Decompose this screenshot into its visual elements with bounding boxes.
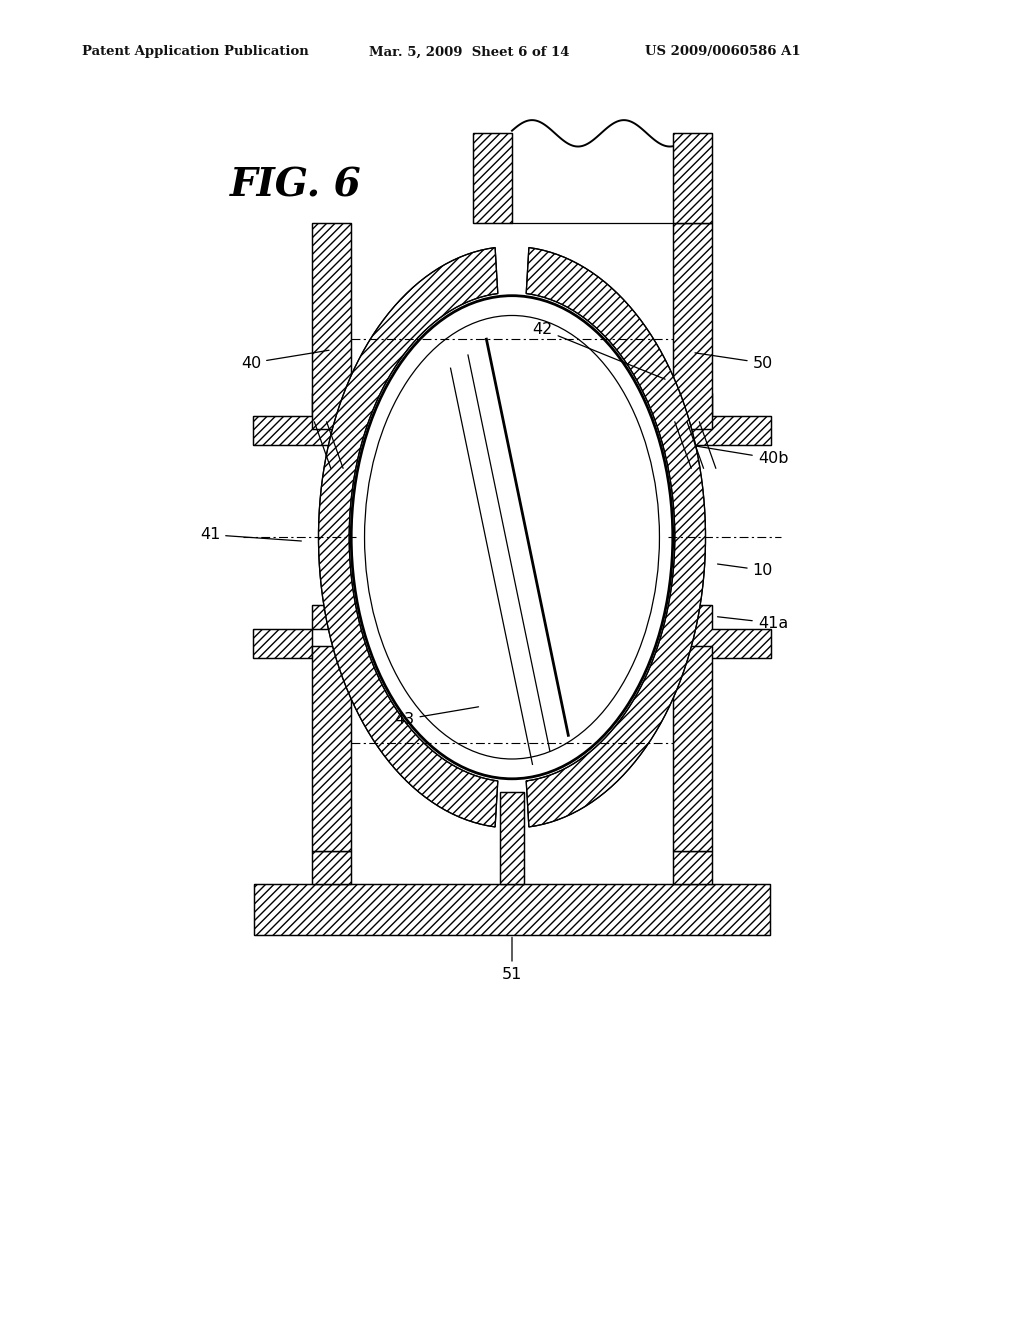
Text: 10: 10 [718,562,773,578]
Polygon shape [673,392,771,445]
Polygon shape [673,133,712,223]
Text: Patent Application Publication: Patent Application Publication [82,45,308,58]
Polygon shape [312,645,351,851]
Text: 40b: 40b [695,446,788,466]
Text: 51: 51 [502,937,522,982]
Text: Mar. 5, 2009  Sheet 6 of 14: Mar. 5, 2009 Sheet 6 of 14 [369,45,569,58]
Polygon shape [253,606,351,659]
Polygon shape [500,792,524,884]
Text: 41a: 41a [718,615,788,631]
Text: 40: 40 [241,350,329,371]
Polygon shape [473,133,512,223]
Ellipse shape [365,315,659,759]
Text: 50: 50 [695,352,773,371]
Polygon shape [254,884,770,935]
Polygon shape [253,392,351,445]
Polygon shape [312,223,351,429]
Text: US 2009/0060586 A1: US 2009/0060586 A1 [645,45,801,58]
Polygon shape [526,248,706,826]
Ellipse shape [351,296,673,779]
Polygon shape [312,851,351,884]
Polygon shape [318,248,498,826]
Text: 42: 42 [532,322,665,379]
Polygon shape [673,645,712,851]
Text: FIG. 6: FIG. 6 [230,166,362,205]
Text: 43: 43 [394,706,478,727]
Text: 41: 41 [200,527,301,543]
Polygon shape [673,606,771,659]
Polygon shape [673,223,712,429]
Polygon shape [673,851,712,884]
